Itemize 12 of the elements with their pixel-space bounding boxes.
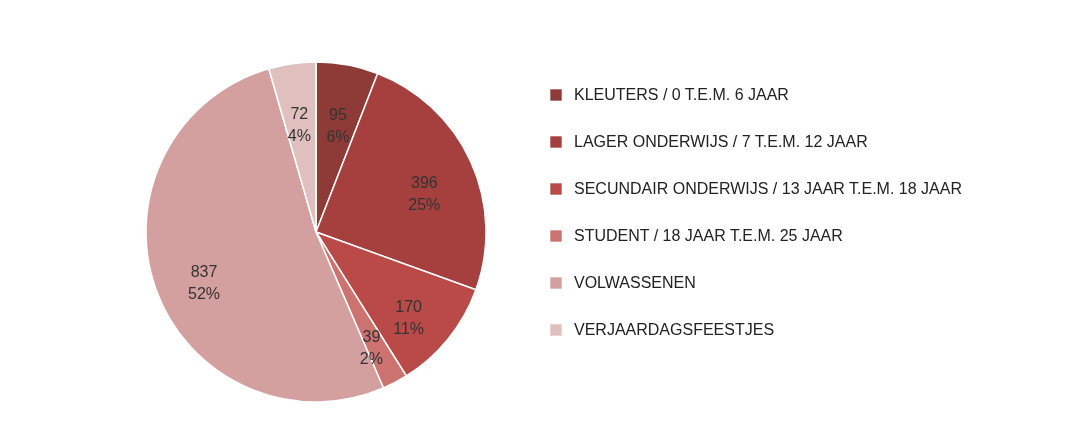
legend-label: STUDENT / 18 JAAR T.E.M. 25 JAAR — [574, 227, 843, 244]
legend-label: VERJAARDAGSFEESTJES — [574, 321, 775, 338]
data-label: 39 2% — [359, 328, 383, 368]
data-label: 170 11% — [393, 297, 425, 337]
legend-label: SECUNDAIR ONDERWIJS / 13 JAAR T.E.M. 18 JAAR — [574, 180, 962, 197]
legend-label: VOLWASSENEN — [574, 274, 696, 291]
legend-label: KLEUTERS / 0 T.E.M. 6 JAAR — [574, 86, 789, 103]
legend-label: LAGER ONDERWIJS / 7 T.E.M. 12 JAAR — [574, 133, 868, 150]
data-label: 72 4% — [287, 105, 311, 145]
data-label: 95 6% — [326, 106, 350, 146]
data-label: 396 25% — [408, 173, 441, 213]
data-label: 837 52% — [187, 263, 221, 303]
